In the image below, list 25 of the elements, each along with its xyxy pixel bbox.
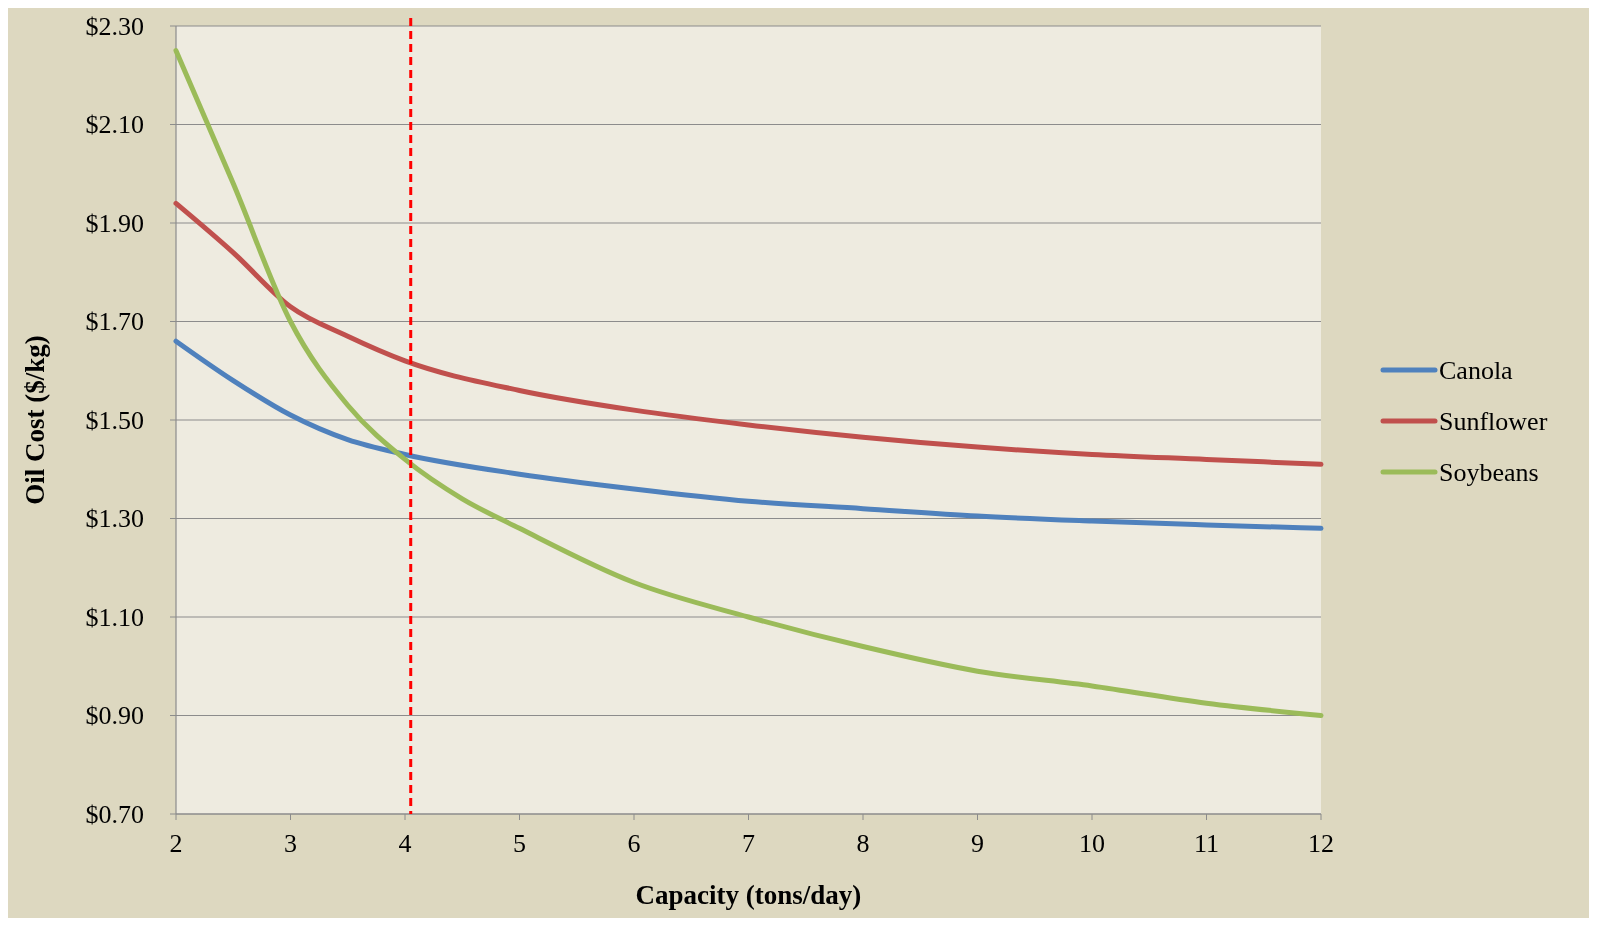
x-axis-title: Capacity (tons/day) — [635, 880, 862, 910]
x-tick-label: 7 — [742, 829, 755, 858]
y-tick-label: $1.70 — [85, 307, 144, 336]
x-tick-label: 9 — [971, 829, 984, 858]
x-tick-label: 2 — [169, 829, 183, 858]
y-tick-label: $1.50 — [85, 405, 144, 435]
y-tick-label: $2.10 — [85, 110, 144, 139]
legend-label: Canola — [1439, 355, 1514, 385]
y-tick-label: $1.90 — [85, 208, 144, 238]
y-tick-label: $1.10 — [85, 602, 144, 632]
x-tick-label: 4 — [398, 829, 412, 858]
y-tick-label: $0.90 — [85, 701, 144, 730]
legend-label: Sunflower — [1439, 406, 1548, 436]
y-tick-label: $2.30 — [85, 11, 144, 41]
x-tick-label: 10 — [1079, 829, 1105, 858]
x-tick-label: 5 — [513, 829, 526, 858]
x-tick-label: 8 — [856, 829, 870, 858]
y-tick-label: $0.70 — [85, 799, 144, 829]
y-axis-title: Oil Cost ($/kg) — [20, 335, 50, 505]
legend-label: Soybeans — [1439, 457, 1539, 487]
y-tick-label: $1.30 — [85, 504, 144, 533]
x-tick-label: 3 — [284, 829, 297, 858]
x-tick-label: 11 — [1193, 829, 1220, 858]
x-tick-label: 12 — [1308, 829, 1334, 858]
x-tick-label: 6 — [627, 829, 641, 858]
